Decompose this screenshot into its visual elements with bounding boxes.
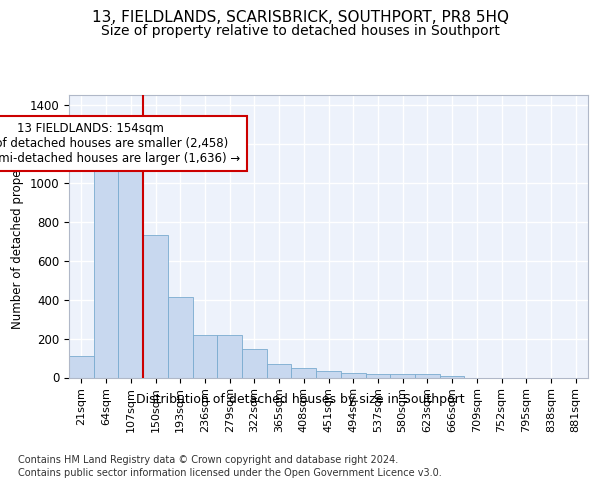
- Text: 13, FIELDLANDS, SCARISBRICK, SOUTHPORT, PR8 5HQ: 13, FIELDLANDS, SCARISBRICK, SOUTHPORT, …: [91, 10, 509, 25]
- Bar: [390, 374, 415, 378]
- Bar: [365, 374, 390, 378]
- Text: Contains HM Land Registry data © Crown copyright and database right 2024.: Contains HM Land Registry data © Crown c…: [18, 455, 398, 465]
- Bar: [193, 334, 217, 378]
- Text: 13 FIELDLANDS: 154sqm
← 60% of detached houses are smaller (2,458)
40% of semi-d: 13 FIELDLANDS: 154sqm ← 60% of detached …: [0, 122, 241, 166]
- Bar: [217, 334, 242, 378]
- Bar: [440, 376, 464, 378]
- Bar: [341, 372, 365, 378]
- Bar: [415, 374, 440, 378]
- Bar: [143, 236, 168, 378]
- Bar: [168, 296, 193, 378]
- Bar: [69, 356, 94, 378]
- Bar: [267, 364, 292, 378]
- Text: Size of property relative to detached houses in Southport: Size of property relative to detached ho…: [101, 24, 499, 38]
- Y-axis label: Number of detached properties: Number of detached properties: [11, 143, 24, 329]
- Text: Contains public sector information licensed under the Open Government Licence v3: Contains public sector information licen…: [18, 468, 442, 477]
- Bar: [94, 152, 118, 378]
- Bar: [292, 368, 316, 378]
- Bar: [242, 348, 267, 378]
- Text: Distribution of detached houses by size in Southport: Distribution of detached houses by size …: [136, 394, 464, 406]
- Bar: [316, 372, 341, 378]
- Bar: [118, 152, 143, 378]
